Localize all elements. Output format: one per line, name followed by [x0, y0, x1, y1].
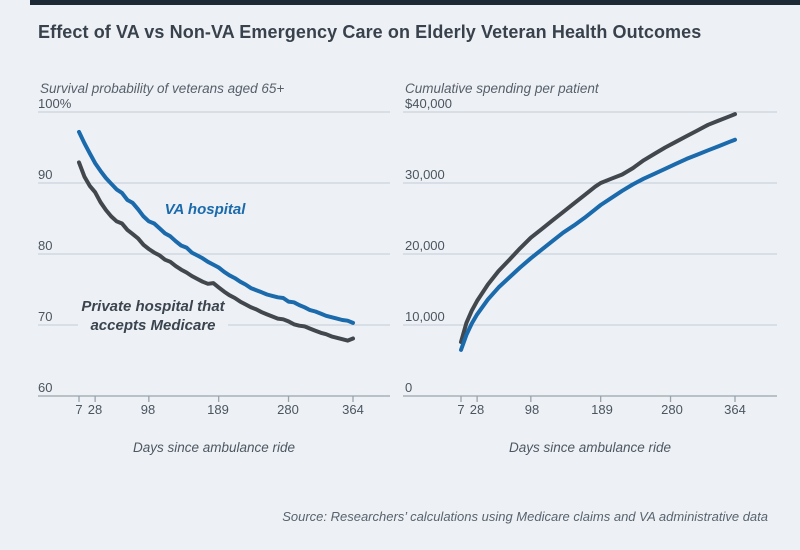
left-y-tick-label: 80 [38, 238, 53, 253]
left-y-tick-label: 90 [38, 167, 53, 182]
left-x-tick-label: 189 [207, 402, 229, 417]
right-y-tick-label: 0 [405, 380, 413, 395]
right-y-tick-label: 30,000 [405, 167, 445, 182]
right-chart-subtitle: Cumulative spending per patient [405, 81, 599, 96]
source-note: Source: Researchers’ calculations using … [282, 509, 768, 524]
va-series-label: VA hospital [164, 201, 246, 218]
right-x-tick-label: 98 [524, 402, 540, 417]
left-x-tick-label: 364 [342, 402, 364, 417]
left-x-tick-label: 7 [75, 402, 83, 417]
left-x-tick-label: 280 [277, 402, 299, 417]
right-y-tick-label: 20,000 [405, 238, 445, 253]
right-x-tick-label: 364 [724, 402, 746, 417]
left-y-tick-label: 60 [38, 380, 53, 395]
right-x-tick-label: 28 [469, 402, 485, 417]
private-series-label-line1: Private hospital that [81, 298, 225, 315]
right-x-tick-label: 7 [457, 402, 465, 417]
left-chart-subtitle: Survival probability of veterans aged 65… [40, 81, 285, 96]
left-y-tick-label: 100% [38, 96, 72, 111]
private-series-label: Private hospital that accepts Medicare [63, 297, 243, 335]
right-x-tick-label: 280 [661, 402, 683, 417]
right-x-tick-label: 189 [591, 402, 613, 417]
figure-title: Effect of VA vs Non-VA Emergency Care on… [38, 22, 702, 42]
right-y-tick-label: 10,000 [405, 309, 445, 324]
top-accent-bar [30, 0, 800, 5]
right-x-axis-title: Days since ambulance ride [508, 440, 672, 455]
left-x-tick-label: 28 [87, 402, 103, 417]
left-x-tick-label: 98 [140, 402, 156, 417]
private-series-label-line2: accepts Medicare [90, 317, 216, 334]
left-x-axis-title: Days since ambulance ride [132, 440, 296, 455]
left-y-tick-label: 70 [38, 309, 53, 324]
right-y-tick-label: $40,000 [405, 96, 452, 111]
